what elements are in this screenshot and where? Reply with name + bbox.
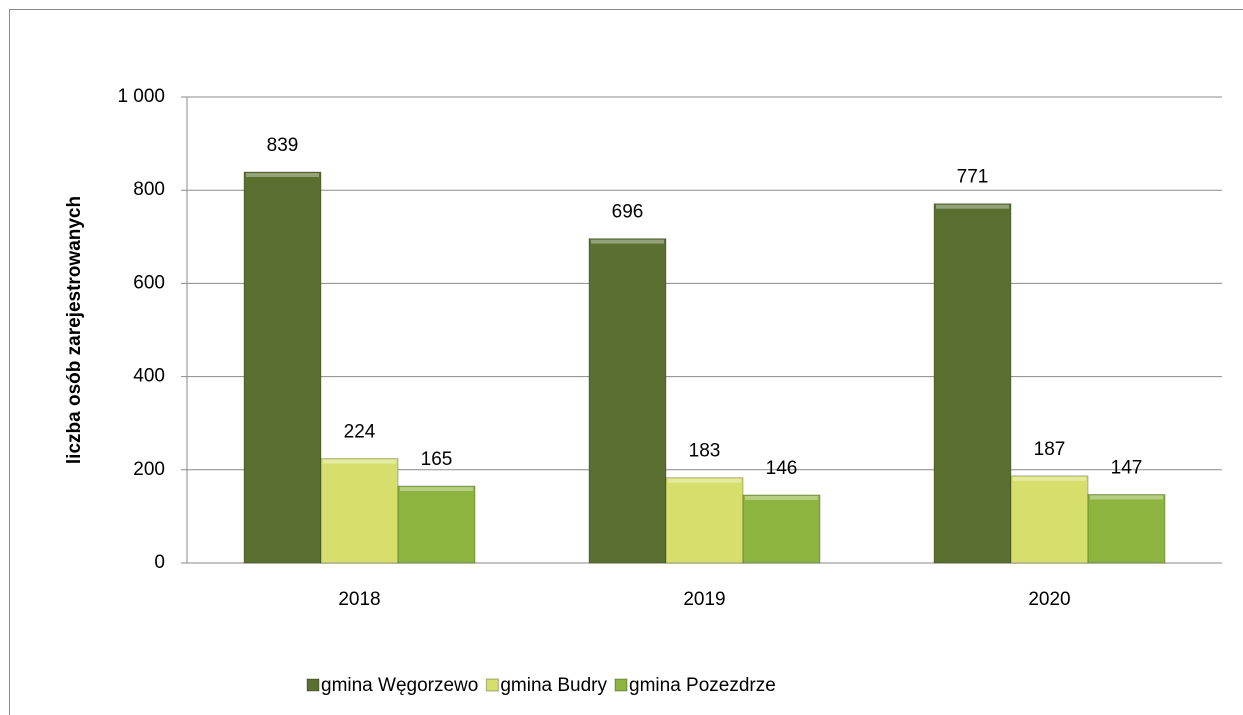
- data-label: 165: [421, 449, 453, 470]
- data-label: 183: [689, 441, 721, 462]
- bar-highlight: [400, 487, 473, 492]
- legend-label: gmina Pozezdrze: [629, 675, 776, 696]
- bar-highlight: [668, 478, 741, 483]
- bar: [588, 238, 667, 564]
- y-tick-label: 0: [154, 552, 165, 573]
- bar: [320, 458, 399, 564]
- data-label: 147: [1111, 458, 1143, 479]
- bar-highlight: [1090, 495, 1163, 500]
- y-tick-label: 800: [133, 179, 165, 200]
- bar: [397, 485, 476, 564]
- x-tick-label: 2018: [338, 589, 380, 610]
- bar-highlight: [246, 173, 319, 178]
- y-axis-label: liczba osób zarejestrowanych: [64, 196, 85, 464]
- data-label: 839: [267, 135, 299, 156]
- data-label: 696: [612, 202, 644, 223]
- data-label: 771: [957, 167, 989, 188]
- data-label: 146: [766, 458, 798, 479]
- legend-swatch: [614, 678, 628, 692]
- bar-highlight: [745, 495, 818, 500]
- x-tick-label: 2019: [683, 589, 725, 610]
- y-tick-label: 600: [133, 272, 165, 293]
- data-label: 224: [344, 422, 376, 443]
- bar-highlight: [936, 204, 1009, 209]
- legend-swatch: [485, 678, 499, 692]
- y-tick-label: 1 000: [117, 86, 165, 107]
- data-label: 187: [1034, 439, 1066, 460]
- chart-frame: [9, 9, 1243, 715]
- legend-label: gmina Budry: [500, 675, 607, 696]
- bar-highlight: [591, 239, 664, 244]
- x-tick-label: 2020: [1028, 589, 1070, 610]
- legend-label: gmina Węgorzewo: [321, 675, 478, 696]
- bar: [742, 494, 821, 564]
- y-tick-label: 200: [133, 459, 165, 480]
- y-tick-label: 400: [133, 366, 165, 387]
- bar-highlight: [323, 459, 396, 464]
- bar: [665, 477, 744, 564]
- bar: [1010, 475, 1089, 564]
- bar: [933, 203, 1012, 564]
- bar: [1087, 493, 1166, 564]
- legend-swatch: [306, 678, 320, 692]
- bar: [243, 171, 322, 564]
- bar-highlight: [1013, 476, 1086, 481]
